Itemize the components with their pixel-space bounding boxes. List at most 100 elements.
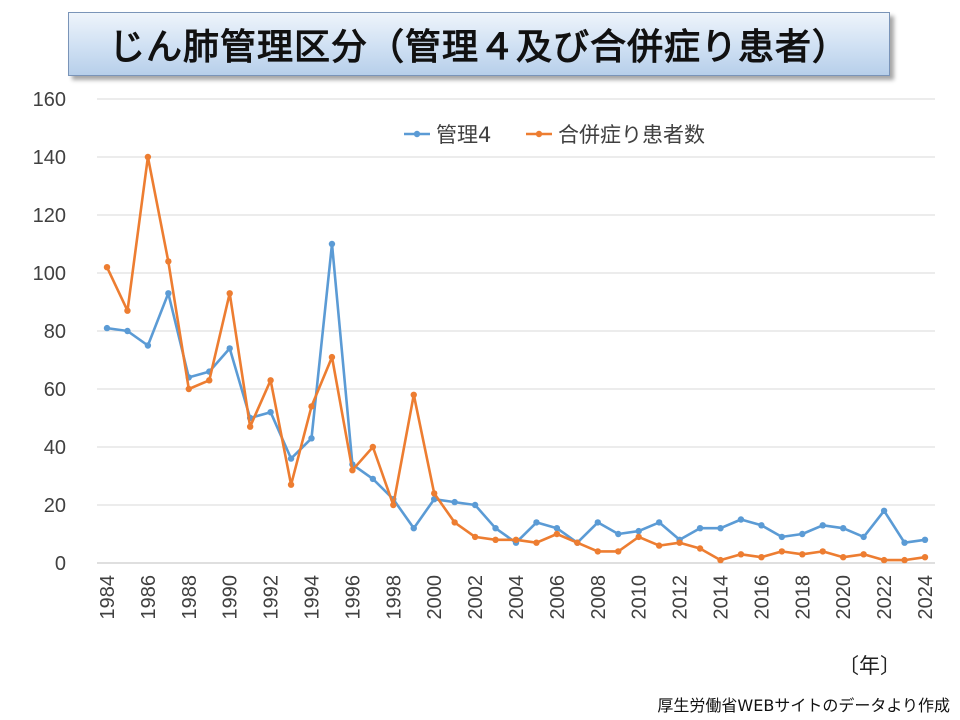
data-point (696, 545, 704, 552)
data-point (840, 525, 847, 532)
title-banner: じん肺管理区分（管理４及び合併症り患者） (68, 12, 890, 76)
data-point (471, 533, 479, 541)
data-point (369, 475, 377, 483)
data-point (594, 519, 601, 526)
y-tick-label: 120 (33, 205, 66, 227)
data-point (921, 554, 929, 561)
x-tick-label: 1998 (383, 575, 405, 620)
data-point (103, 264, 111, 271)
x-tick-label: 1994 (302, 575, 324, 620)
data-point (737, 551, 745, 558)
data-point (819, 548, 826, 555)
data-point (840, 554, 847, 561)
y-tick-label: 140 (33, 147, 66, 169)
x-tick-label: 2002 (465, 575, 487, 620)
y-tick-label: 40 (44, 437, 66, 459)
data-point (349, 467, 356, 474)
data-point (206, 377, 213, 384)
legend-swatch-marker (413, 130, 421, 138)
data-point (635, 533, 642, 541)
x-tick-label: 2010 (629, 575, 651, 620)
x-tick-label: 1992 (261, 575, 283, 620)
data-point (594, 548, 601, 555)
data-point (717, 556, 724, 564)
legend: 管理4 合併症り患者数 (404, 123, 705, 147)
data-point (758, 554, 765, 561)
series-line-2 (105, 155, 926, 562)
data-point (553, 530, 561, 538)
data-point (410, 391, 417, 398)
data-point (124, 327, 131, 335)
data-point (901, 539, 908, 546)
x-tick-label: 2022 (874, 575, 896, 620)
data-point (124, 307, 131, 314)
x-tick-label: 1984 (97, 575, 119, 620)
data-point (901, 556, 908, 564)
x-tick-label: 2006 (547, 575, 569, 620)
data-point (799, 551, 806, 558)
series-line-1 (106, 242, 926, 545)
x-tick-label: 2008 (588, 575, 610, 620)
data-point (287, 481, 295, 488)
legend-label: 合併症り患者数 (558, 123, 705, 147)
data-point (533, 539, 540, 546)
data-point (676, 539, 683, 546)
x-axis-ticks: 1984 1986 1988 1990 1992 1994 1996 1998 2000 2002… (97, 575, 937, 620)
data-point (246, 423, 254, 430)
data-point (574, 539, 581, 546)
x-tick-label: 2018 (792, 575, 814, 620)
chart-title: じん肺管理区分（管理４及び合併症り患者） (108, 27, 849, 68)
source-note: 厚生労働省WEBサイトのデータより作成 (657, 696, 950, 715)
x-tick-label: 2024 (915, 575, 937, 620)
data-point (880, 556, 888, 564)
y-tick-label: 100 (33, 263, 66, 285)
x-axis-unit: 〔年〕 (838, 654, 901, 678)
data-point (492, 525, 499, 532)
data-point (226, 290, 233, 297)
data-point (880, 507, 888, 514)
data-point (860, 533, 867, 541)
x-tick-label: 1996 (342, 575, 364, 620)
data-point (819, 522, 826, 529)
data-point (615, 530, 622, 538)
x-tick-label: 2014 (711, 575, 733, 620)
gridlines (97, 98, 935, 564)
data-point (553, 525, 561, 532)
data-point (410, 525, 417, 532)
data-point (144, 153, 152, 161)
data-point (737, 516, 745, 523)
data-point (165, 290, 172, 297)
data-point (185, 385, 192, 393)
legend-swatch-marker (535, 130, 543, 138)
data-point (226, 345, 233, 352)
legend-label: 管理4 (436, 123, 491, 147)
data-point (778, 533, 786, 541)
data-point (717, 525, 724, 532)
y-tick-label: 60 (44, 379, 66, 401)
x-tick-label: 2004 (506, 575, 528, 620)
data-point (267, 409, 274, 416)
data-point (655, 542, 663, 549)
data-point (165, 258, 172, 265)
y-axis-ticks: 0 20 40 60 80 100 120 140 160 (33, 89, 66, 575)
data-point (328, 353, 336, 361)
x-tick-label: 2020 (833, 575, 855, 620)
x-tick-label: 1990 (220, 575, 242, 620)
x-tick-label: 1986 (138, 575, 160, 620)
data-point (860, 551, 867, 558)
y-tick-label: 160 (33, 89, 66, 111)
x-tick-label: 2012 (670, 575, 692, 620)
data-point (696, 525, 704, 532)
data-point (758, 522, 765, 529)
data-point (369, 443, 377, 451)
data-point (471, 501, 479, 509)
data-point (390, 501, 397, 509)
data-point (635, 527, 642, 535)
data-point (308, 403, 315, 410)
data-point (512, 536, 520, 543)
data-point (144, 342, 152, 349)
data-point (921, 536, 929, 543)
data-point (615, 548, 622, 555)
x-tick-label: 2000 (424, 575, 446, 620)
